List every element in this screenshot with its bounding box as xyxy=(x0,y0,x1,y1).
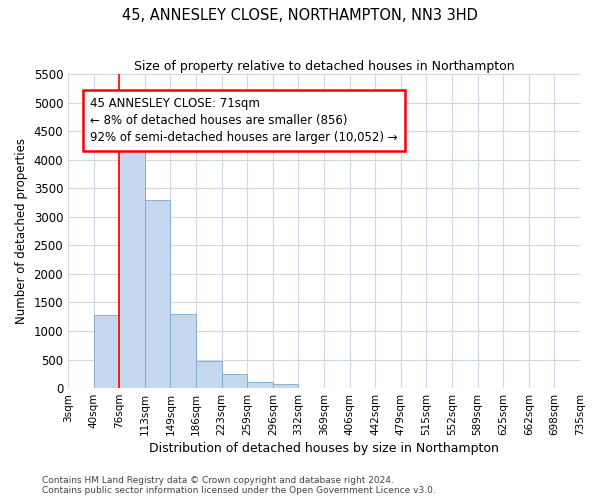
Bar xyxy=(273,384,298,388)
Bar xyxy=(145,200,170,388)
Bar xyxy=(94,315,119,388)
Bar xyxy=(196,360,221,388)
Bar xyxy=(170,314,196,388)
Title: Size of property relative to detached houses in Northampton: Size of property relative to detached ho… xyxy=(134,60,514,73)
Bar xyxy=(221,374,247,388)
Text: 45, ANNESLEY CLOSE, NORTHAMPTON, NN3 3HD: 45, ANNESLEY CLOSE, NORTHAMPTON, NN3 3HD xyxy=(122,8,478,22)
Bar xyxy=(247,382,273,388)
Text: Contains HM Land Registry data © Crown copyright and database right 2024.
Contai: Contains HM Land Registry data © Crown c… xyxy=(42,476,436,495)
Y-axis label: Number of detached properties: Number of detached properties xyxy=(15,138,28,324)
X-axis label: Distribution of detached houses by size in Northampton: Distribution of detached houses by size … xyxy=(149,442,499,455)
Text: 45 ANNESLEY CLOSE: 71sqm
← 8% of detached houses are smaller (856)
92% of semi-d: 45 ANNESLEY CLOSE: 71sqm ← 8% of detache… xyxy=(90,97,397,144)
Bar xyxy=(119,140,145,388)
